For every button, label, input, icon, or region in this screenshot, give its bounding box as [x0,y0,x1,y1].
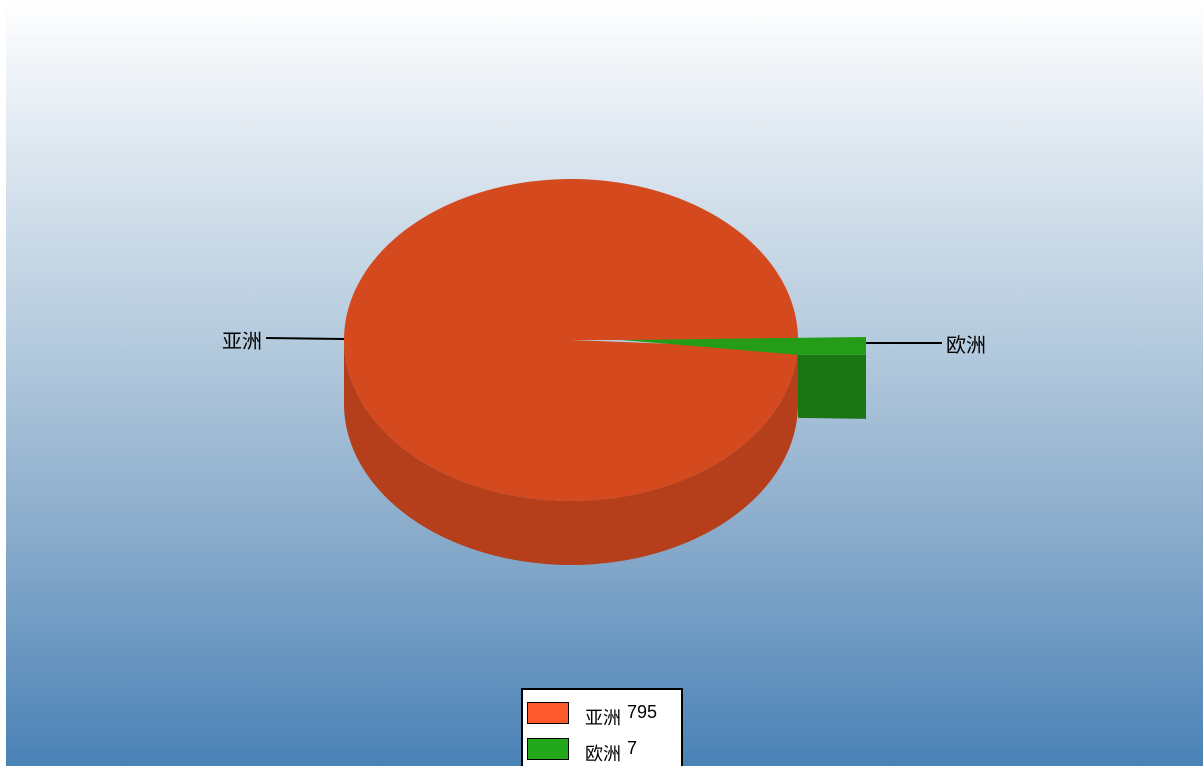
chart-area: 亚洲 欧洲 亚洲 795 欧洲 7 [6,0,1203,766]
legend: 亚洲 795 欧洲 7 [521,688,683,766]
pie-chart: 亚洲 欧洲 [222,178,986,565]
legend-value-europe: 7 [627,738,638,758]
slice-label-europe: 欧洲 [946,333,986,357]
pie-side-europe [798,354,866,419]
legend-swatch-asia [527,702,569,724]
legend-value-asia: 795 [627,702,658,722]
pie-side-asia [344,340,798,565]
legend-swatch-europe [527,738,569,760]
legend-label-europe: 欧洲 [585,744,621,765]
pie-slice-asia [343,178,798,501]
legend-item-europe: 欧洲 7 [527,738,681,766]
pie-group [343,178,866,565]
pie-slice-europe [621,337,866,355]
legend-label-asia: 亚洲 [585,708,621,729]
slice-label-asia: 亚洲 [222,329,262,353]
leader-line-asia [265,337,345,340]
legend-item-asia: 亚洲 795 [527,702,681,732]
slice-labels: 亚洲 欧洲 [222,329,986,357]
